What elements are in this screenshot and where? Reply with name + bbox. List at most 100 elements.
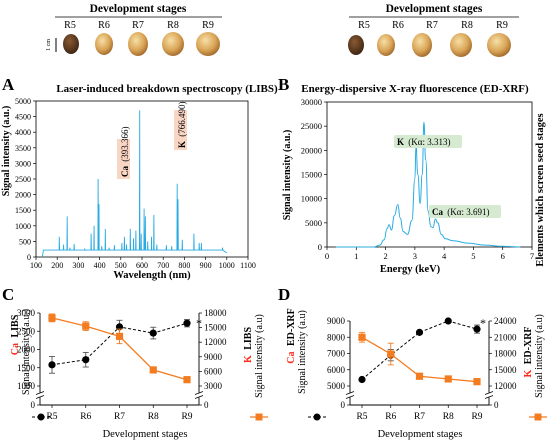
left-axis-element: Ca [286,352,297,364]
y-tick-label: 0 [318,242,322,252]
panel-c-marks [48,313,191,384]
panel-c-right-axis-label: K LIBS [243,327,254,364]
annotation-ca-value: (Kα: 3.691) [447,207,489,217]
annotation-k: K (Kα: 3.313) [397,137,450,147]
panel-a-spectrum-line [41,110,228,258]
x-tick-label: 400 [94,261,106,270]
point-k [115,332,124,340]
x-tick-label: 0 [325,251,329,261]
left-y-tick-label: 2500 [17,326,36,336]
point-ca [82,356,90,364]
point-ca [444,317,452,325]
panel-d-left-unit-label: Signal intensity (a.u) [297,310,308,394]
seed-r5 [63,34,79,54]
top-right-stages: Development stages R5 R6 R7 R8 R9 [348,3,519,57]
left-y-tick-label: 0 [31,400,36,410]
right-y-tick-label: 15000 [204,323,227,333]
right-y-tick-label: 12000 [494,381,517,391]
right-y-tick-label: 6000 [204,366,223,376]
y-tick-label: 4000 [15,128,31,137]
right-y-tick-label: 0 [494,400,499,410]
x-tick-label: R6 [80,412,91,422]
stage-label: R8 [167,20,179,31]
x-tick-label: 600 [136,261,148,270]
left-y-tick-label: 9000 [327,316,346,326]
panel-d-left-axis-label: Ca ED-XRF [286,308,297,364]
x-tick-label: 700 [157,261,169,270]
left-y-tick-label: 6000 [327,365,346,375]
legend-k-marker [534,413,542,421]
annotation-k-value: (Kα: 3.313) [408,137,450,147]
panel-d-significance: * [480,316,486,330]
legend-ca-marker [37,413,45,421]
panel-c-libs-stages: Ca LIBS Signal intensity (a.u.) K LIBS S… [10,308,268,440]
panel-c-left-axis-label: Ca LIBS [10,314,21,355]
panel-d-marks [358,317,481,386]
point-k [183,376,191,384]
y-tick-label: 2500 [15,175,31,184]
x-tick-label: 500 [115,261,127,270]
point-ca [358,375,366,384]
panel-a-frame [35,100,249,258]
x-tick-label: R5 [356,412,367,422]
axis-break-mark [484,391,494,395]
panel-d-legend-k [529,413,547,421]
right-y-tick-label: 3000 [204,381,223,391]
stage-label: R5 [358,20,370,31]
panel-a-xlabel: Wavelength (nm) [113,270,191,281]
panel-b-title: Energy-dispersive X-ray fluorescence (ED… [301,83,529,95]
panel-d-right-unit-label: Signal intensity (a.u) [534,314,545,398]
panel-letter-d: D [278,285,290,304]
point-k [444,375,452,383]
x-tick-label: R9 [181,412,192,422]
stage-label: R5 [64,20,76,31]
x-tick-label: 900 [200,261,212,270]
panel-c-left-unit-label: Signal intensity (a.u.) [21,309,32,395]
y-tick-label: 5000 [15,97,31,106]
panel-c-legend-k [250,413,268,421]
y-tick-label: 1500 [15,206,31,215]
y-tick-label: 2000 [15,191,31,200]
panel-c-axes: 0 1000 1500 2000 2500 3000 0 3000 6000 9000 12000 1… [17,308,227,422]
stage-label: R7 [132,20,144,31]
annotation-ca-value: (393.366) [120,127,130,162]
point-ca [473,325,481,333]
y-tick-label: 25000 [301,121,322,131]
x-tick-label: R8 [148,412,159,422]
axis-break-mark [35,391,45,395]
panel-c-xlabel: Development stages [103,429,188,440]
y-tick-label: 5000 [305,218,322,228]
point-ca [183,319,191,327]
x-tick-label: R8 [443,412,454,422]
axis-break-gap [36,392,44,398]
x-tick-label: R7 [114,412,125,422]
panel-a-libs: Laser-induced breakdown spectroscopy (LI… [1,83,278,281]
axis-break-gap [195,392,203,398]
annotation-ca-box [429,205,501,218]
right-axis-method: LIBS [243,327,254,350]
panel-b-frame [326,101,533,248]
y-tick-label: 500 [19,237,31,246]
point-k [149,366,157,374]
point-k [48,314,56,322]
axis-break-mark [345,395,355,399]
series-ca-line [361,320,478,380]
panel-b-ylabel: Signal intensity (a.u.) [282,130,293,221]
right-y-tick-label: 15000 [494,365,517,375]
y-tick-label: 3500 [15,144,31,153]
right-axis-element: K [523,370,534,378]
stage-label: R6 [98,20,110,31]
y-tick-label: 10000 [301,194,322,204]
legend-k-marker [255,413,263,421]
panel-c-right-unit-label: Signal intensity (a.u) [254,314,265,398]
right-y-tick-label: 21000 [494,332,517,342]
point-k [415,372,424,380]
panel-b-spectrum-line [335,121,521,248]
axis-break-mark [194,391,204,395]
annotation-k: K (766.490) [177,101,187,148]
axis-break-gap [346,392,354,398]
left-y-tick-label: 7000 [327,349,346,359]
left-y-tick-label: 3000 [17,308,36,318]
x-tick-label: 800 [178,261,190,270]
